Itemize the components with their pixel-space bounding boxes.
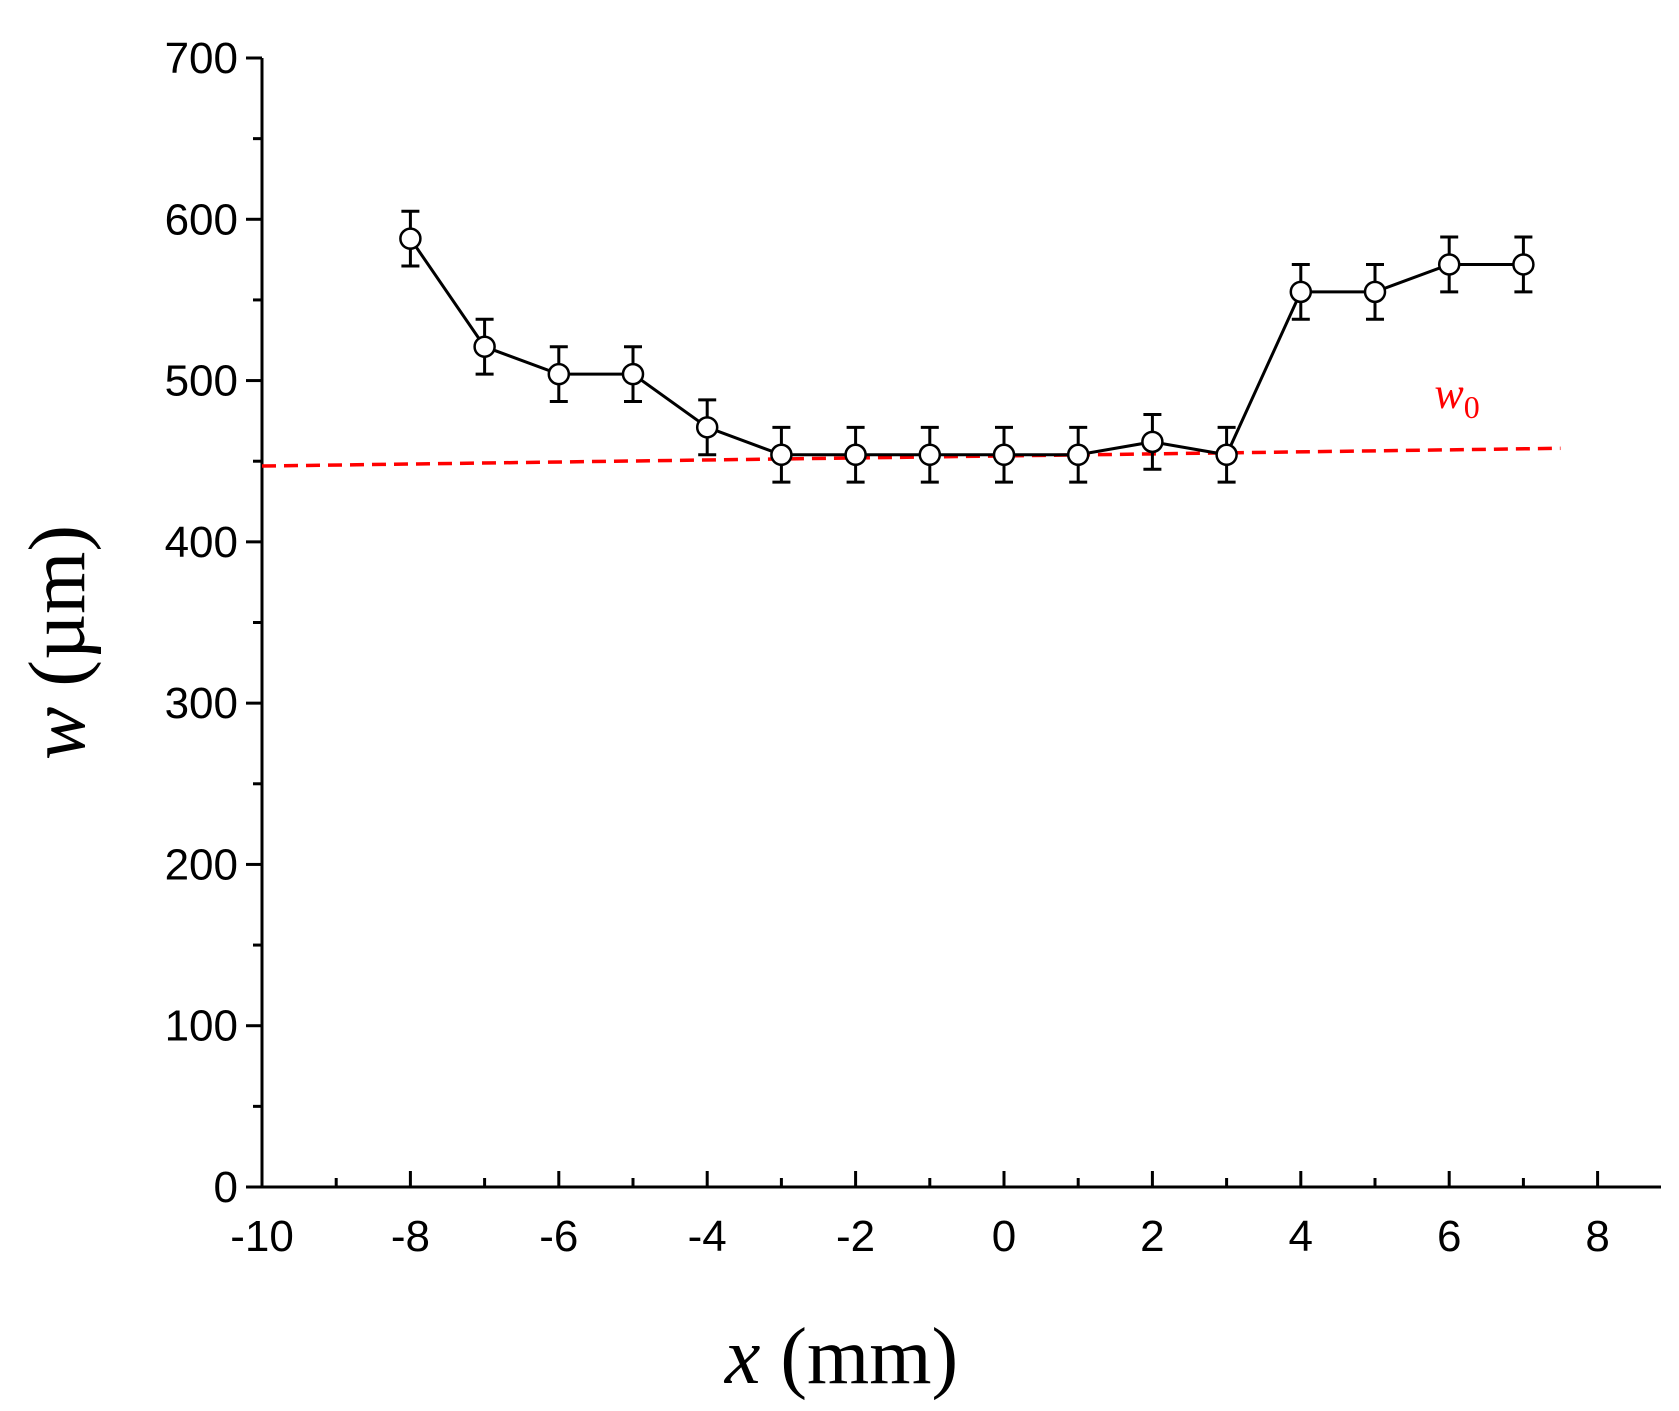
- data-marker: [992, 443, 1016, 467]
- data-marker: [770, 443, 793, 467]
- y-tick-label: 100: [165, 1002, 238, 1051]
- y-tick-label: 0: [214, 1163, 238, 1212]
- data-marker: [1066, 443, 1090, 467]
- reference-line-group: [261, 446, 1561, 468]
- data-marker: [844, 443, 867, 467]
- data-point: [992, 425, 1016, 484]
- data-point: [621, 345, 645, 404]
- data-point: [844, 425, 867, 484]
- data-point: [695, 398, 719, 457]
- data-point: [770, 425, 793, 484]
- data-marker: [1437, 253, 1461, 276]
- ticks: -10 -8 -6 -4 -2 0 2 4 6 8 0 100 200 300 400 500 600 700: [165, 34, 1610, 1261]
- axes: [260, 58, 1661, 1189]
- x-axis-title: x (mm): [724, 1313, 958, 1401]
- y-tick-label: 200: [165, 840, 238, 889]
- x-tick-label: -4: [688, 1212, 727, 1261]
- x-tick-label: 6: [1437, 1212, 1461, 1261]
- data-marker: [621, 362, 645, 386]
- data-point: [1215, 425, 1238, 484]
- data-marker: [547, 362, 571, 386]
- y-tick-label: 300: [165, 679, 238, 728]
- data-marker: [399, 227, 422, 250]
- x-axis-title-unit: (mm): [760, 1313, 958, 1401]
- x-tick-label: -8: [391, 1212, 430, 1261]
- data-point: [547, 345, 571, 404]
- x-tick-label: -10: [230, 1212, 294, 1261]
- reference-line: [261, 446, 1561, 468]
- x-tick-label: 0: [992, 1212, 1016, 1261]
- data-marker: [1512, 253, 1535, 276]
- x-axis-title-var: x: [724, 1313, 761, 1401]
- y-tick-label: 700: [165, 34, 238, 83]
- x-tick-label: 4: [1289, 1212, 1313, 1261]
- x-tick-label: -6: [539, 1212, 578, 1261]
- reference-line-label-var: w: [1434, 369, 1464, 418]
- data-point: [399, 209, 422, 268]
- data-marker: [473, 335, 496, 358]
- data-point: [1512, 235, 1535, 294]
- y-tick-label: 500: [165, 357, 238, 406]
- reference-line-label: w0: [1434, 369, 1479, 425]
- y-axis-title: w (µm): [14, 525, 102, 760]
- y-tick-label: 600: [165, 195, 238, 244]
- data-marker: [1141, 430, 1164, 454]
- data-marker: [1289, 280, 1313, 304]
- data-marker: [1363, 280, 1387, 304]
- data-point: [1437, 235, 1461, 294]
- y-axis-title-var: w: [14, 707, 102, 760]
- series-line: [409, 237, 1524, 457]
- series-group: [399, 209, 1535, 484]
- x-tick-label: -2: [836, 1212, 875, 1261]
- data-point: [1141, 412, 1164, 471]
- x-tick-label: 8: [1585, 1212, 1609, 1261]
- data-point: [473, 317, 496, 376]
- data-point: [1066, 425, 1090, 484]
- data-marker: [695, 416, 719, 439]
- x-tick-label: 2: [1140, 1212, 1164, 1261]
- data-marker: [918, 443, 942, 467]
- reference-line-label-subscript: 0: [1464, 389, 1480, 425]
- data-point: [918, 425, 942, 484]
- data-point: [1363, 262, 1387, 321]
- data-marker: [1215, 443, 1238, 467]
- y-axis-title-unit: (µm): [14, 525, 102, 707]
- y-tick-label: 400: [165, 518, 238, 567]
- data-point: [1289, 262, 1313, 321]
